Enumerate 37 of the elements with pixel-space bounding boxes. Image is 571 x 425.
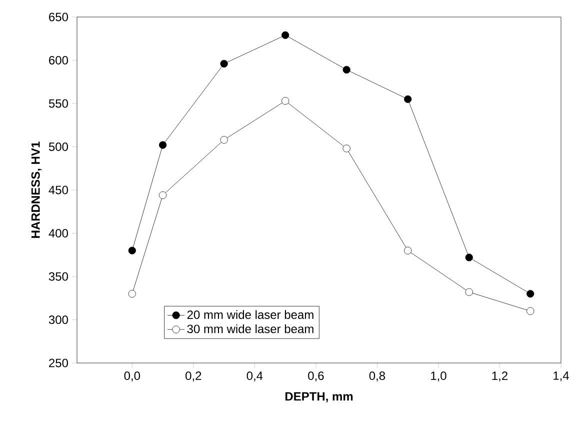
- point: [526, 290, 534, 298]
- y-axis-title: HARDNESS, HV1: [31, 142, 42, 238]
- x-tick-label: 1,0: [431, 372, 446, 382]
- x-tick-label: 1,4: [554, 372, 569, 382]
- point: [282, 97, 290, 105]
- point: [342, 66, 350, 74]
- y-tick-label: 300: [48, 315, 68, 324]
- y-tick-label: 450: [48, 186, 68, 194]
- point: [220, 60, 228, 68]
- point: [158, 141, 167, 149]
- x-tick-label: 0,2: [186, 372, 202, 382]
- x-tick-label: 0,8: [369, 372, 386, 382]
- y-tick-label: 250: [49, 358, 68, 368]
- point: [526, 307, 534, 315]
- x-tick-label: 0,6: [308, 372, 324, 382]
- point: [128, 246, 136, 254]
- point: [404, 95, 412, 103]
- y-tick-label: 350: [48, 272, 68, 281]
- y-tick-label: 500: [48, 142, 68, 151]
- point: [128, 290, 136, 298]
- legend-label: 20 mm wide laser beam: [187, 310, 314, 319]
- x-axis-title: DEPTH, mm: [285, 392, 353, 402]
- y-tick-label: 650: [49, 12, 68, 22]
- point: [342, 144, 350, 152]
- legend-label: 30 mm wide laser beam: [187, 324, 314, 334]
- x-tick-label: 0,0: [124, 372, 140, 382]
- point: [404, 246, 412, 254]
- point: [282, 31, 290, 39]
- point: [465, 288, 473, 296]
- y-tick-label: 400: [48, 228, 68, 238]
- y-tick-label: 550: [48, 99, 68, 108]
- point: [158, 191, 167, 199]
- x-tick-label: 1,2: [492, 372, 508, 382]
- point: [220, 136, 228, 144]
- point: [465, 254, 473, 262]
- y-tick-label: 600: [49, 56, 68, 64]
- x-tick-label: 0,4: [246, 372, 263, 382]
